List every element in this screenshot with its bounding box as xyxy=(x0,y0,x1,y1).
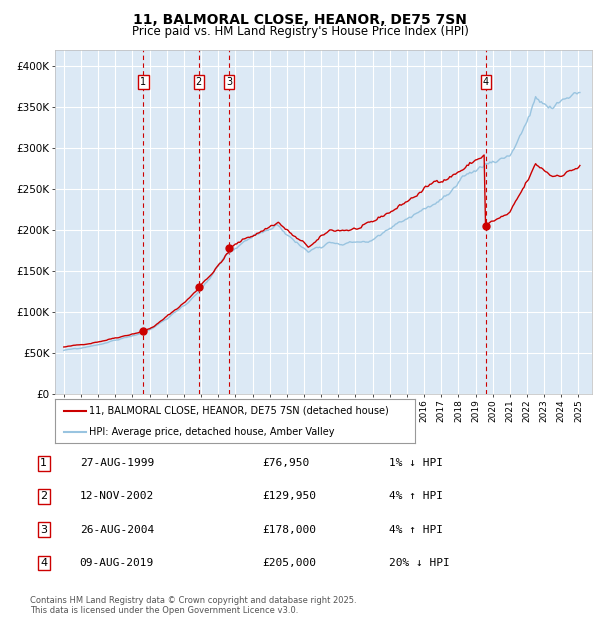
Text: 09-AUG-2019: 09-AUG-2019 xyxy=(80,558,154,568)
Text: 11, BALMORAL CLOSE, HEANOR, DE75 7SN (detached house): 11, BALMORAL CLOSE, HEANOR, DE75 7SN (de… xyxy=(89,405,389,416)
Text: 2: 2 xyxy=(196,78,202,87)
Text: £205,000: £205,000 xyxy=(262,558,316,568)
Text: 4% ↑ HPI: 4% ↑ HPI xyxy=(389,492,443,502)
Text: 26-AUG-2004: 26-AUG-2004 xyxy=(80,525,154,534)
Text: £76,950: £76,950 xyxy=(262,458,309,468)
Text: 2: 2 xyxy=(40,492,47,502)
Text: 4% ↑ HPI: 4% ↑ HPI xyxy=(389,525,443,534)
Text: 12-NOV-2002: 12-NOV-2002 xyxy=(80,492,154,502)
Text: HPI: Average price, detached house, Amber Valley: HPI: Average price, detached house, Ambe… xyxy=(89,427,335,437)
Text: 1: 1 xyxy=(140,78,146,87)
Text: £178,000: £178,000 xyxy=(262,525,316,534)
Text: Price paid vs. HM Land Registry's House Price Index (HPI): Price paid vs. HM Land Registry's House … xyxy=(131,25,469,37)
Text: 1: 1 xyxy=(40,458,47,468)
Text: 20% ↓ HPI: 20% ↓ HPI xyxy=(389,558,449,568)
Text: 4: 4 xyxy=(483,78,489,87)
Text: 3: 3 xyxy=(226,78,232,87)
Text: £129,950: £129,950 xyxy=(262,492,316,502)
Text: 4: 4 xyxy=(40,558,47,568)
Text: Contains HM Land Registry data © Crown copyright and database right 2025.
This d: Contains HM Land Registry data © Crown c… xyxy=(30,596,356,615)
Text: 1% ↓ HPI: 1% ↓ HPI xyxy=(389,458,443,468)
Text: 3: 3 xyxy=(40,525,47,534)
Text: 27-AUG-1999: 27-AUG-1999 xyxy=(80,458,154,468)
Text: 11, BALMORAL CLOSE, HEANOR, DE75 7SN: 11, BALMORAL CLOSE, HEANOR, DE75 7SN xyxy=(133,14,467,27)
